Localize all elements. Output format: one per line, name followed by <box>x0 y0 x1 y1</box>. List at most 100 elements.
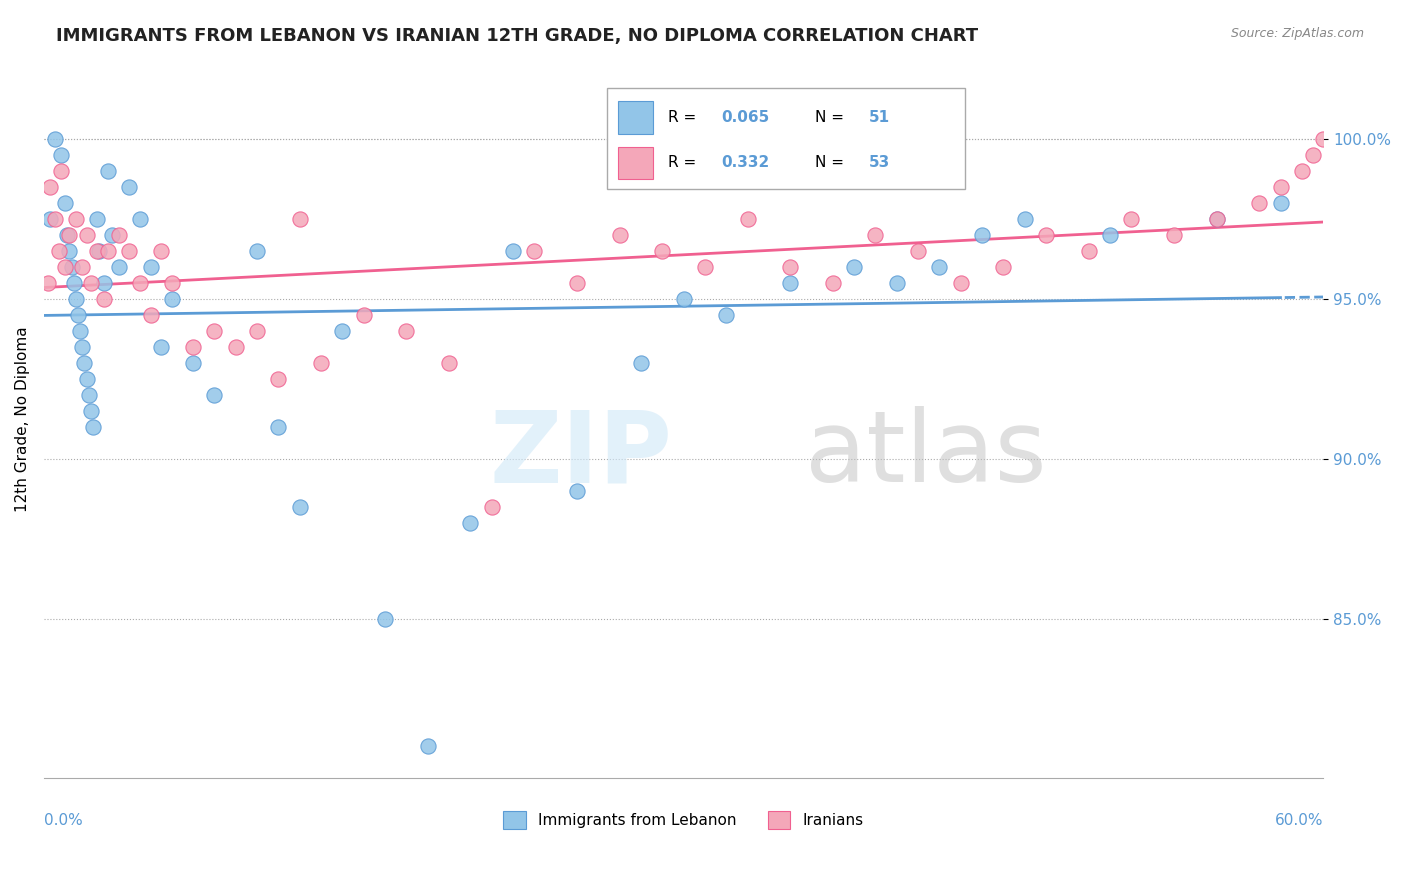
Point <box>204 324 226 338</box>
Point <box>246 244 269 259</box>
Point <box>139 308 162 322</box>
Point <box>48 244 70 259</box>
Point <box>630 356 652 370</box>
Point <box>1249 196 1271 211</box>
Text: atlas: atlas <box>806 407 1046 503</box>
Point <box>907 244 929 259</box>
Point <box>779 260 801 275</box>
Point <box>865 228 887 243</box>
Point <box>150 244 173 259</box>
Point <box>1312 132 1334 146</box>
Point <box>181 340 204 354</box>
Point <box>309 356 332 370</box>
Point <box>1077 244 1099 259</box>
Point <box>97 244 120 259</box>
Point <box>1270 196 1292 211</box>
Point <box>737 212 759 227</box>
Point <box>53 260 76 275</box>
Point <box>288 500 311 514</box>
Point <box>62 276 84 290</box>
Point <box>93 276 115 290</box>
Point <box>101 228 124 243</box>
Point <box>58 244 80 259</box>
Point <box>395 324 418 338</box>
Point <box>353 308 375 322</box>
Point <box>672 292 695 306</box>
Point <box>267 420 290 434</box>
Point <box>416 739 439 754</box>
Point <box>332 324 354 338</box>
Point <box>69 324 91 338</box>
Point <box>60 260 83 275</box>
Point <box>1205 212 1227 227</box>
Point <box>246 324 269 338</box>
Point <box>481 500 503 514</box>
Point <box>160 292 183 306</box>
Point <box>86 244 108 259</box>
Point <box>565 276 588 290</box>
Point <box>118 180 141 194</box>
Point <box>1014 212 1036 227</box>
Point <box>716 308 738 322</box>
Point <box>128 276 150 290</box>
Point <box>89 244 111 259</box>
Point <box>80 276 103 290</box>
Point <box>565 483 588 498</box>
Point <box>39 212 62 227</box>
Point <box>76 372 98 386</box>
Point <box>49 148 72 162</box>
Point <box>39 180 62 194</box>
Point <box>73 356 96 370</box>
Point <box>56 228 79 243</box>
Point <box>65 212 87 227</box>
Text: 60.0%: 60.0% <box>1275 813 1323 828</box>
Point <box>374 611 396 625</box>
Point <box>86 212 108 227</box>
Point <box>502 244 524 259</box>
Point <box>1205 212 1227 227</box>
Point <box>523 244 546 259</box>
Point <box>928 260 950 275</box>
Text: 0.0%: 0.0% <box>44 813 83 828</box>
Point <box>76 228 98 243</box>
Point <box>460 516 482 530</box>
Point <box>651 244 673 259</box>
Point <box>1035 228 1057 243</box>
Point <box>779 276 801 290</box>
Point <box>65 292 87 306</box>
Point <box>844 260 866 275</box>
Point <box>44 132 66 146</box>
Point <box>993 260 1015 275</box>
Point <box>225 340 247 354</box>
Point <box>1270 180 1292 194</box>
Point <box>949 276 972 290</box>
Text: IMMIGRANTS FROM LEBANON VS IRANIAN 12TH GRADE, NO DIPLOMA CORRELATION CHART: IMMIGRANTS FROM LEBANON VS IRANIAN 12TH … <box>56 27 979 45</box>
Point <box>609 228 631 243</box>
Text: Source: ZipAtlas.com: Source: ZipAtlas.com <box>1230 27 1364 40</box>
Point <box>97 164 120 178</box>
Point <box>267 372 290 386</box>
Point <box>82 420 104 434</box>
Point <box>1163 228 1185 243</box>
Point <box>118 244 141 259</box>
Point <box>150 340 173 354</box>
Point <box>44 212 66 227</box>
Point <box>139 260 162 275</box>
Point <box>77 388 100 402</box>
Point <box>288 212 311 227</box>
Point <box>37 276 59 290</box>
Point <box>128 212 150 227</box>
Point <box>437 356 460 370</box>
Point <box>72 260 94 275</box>
Point <box>886 276 908 290</box>
Point <box>821 276 844 290</box>
Point <box>972 228 994 243</box>
Point <box>107 260 129 275</box>
Point <box>1302 148 1324 162</box>
Point <box>93 292 115 306</box>
Point <box>58 228 80 243</box>
Point <box>1121 212 1143 227</box>
Point <box>181 356 204 370</box>
Point <box>1291 164 1313 178</box>
Point <box>107 228 129 243</box>
